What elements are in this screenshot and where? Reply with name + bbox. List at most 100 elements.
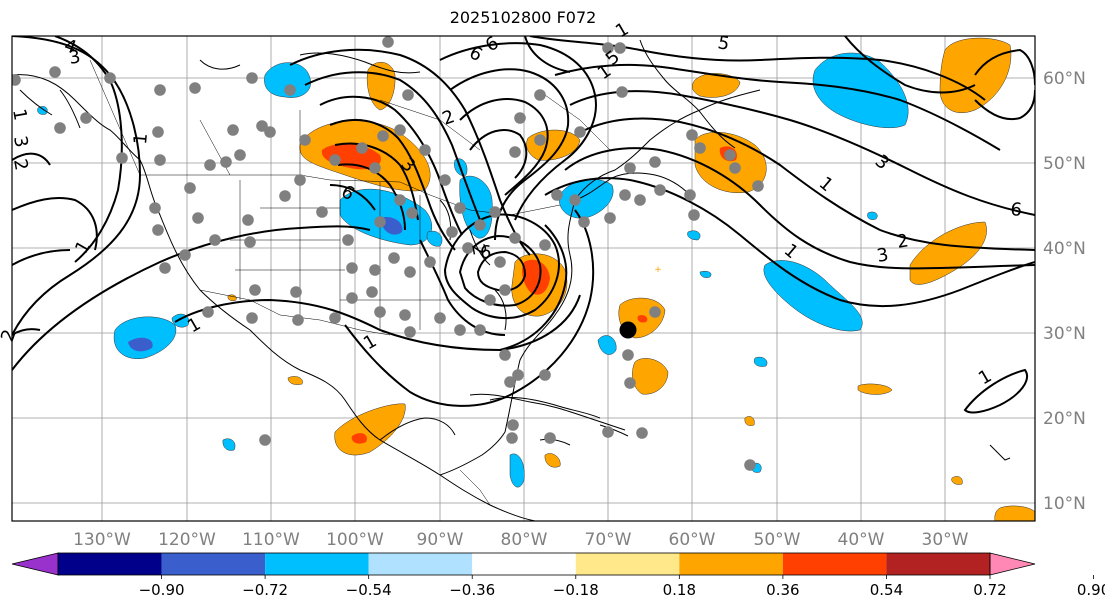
station-markers xyxy=(12,36,764,471)
station-marker xyxy=(729,162,741,174)
station-marker xyxy=(234,149,246,161)
positive-anomaly-region xyxy=(366,62,396,111)
station-marker xyxy=(569,194,581,206)
negative-anomaly-region xyxy=(754,356,768,367)
station-marker xyxy=(406,207,418,219)
station-marker xyxy=(179,249,191,261)
station-marker xyxy=(259,434,271,446)
station-marker xyxy=(649,156,661,168)
station-marker xyxy=(489,206,501,218)
contour-label: 1 xyxy=(71,237,95,257)
station-marker xyxy=(424,256,436,268)
station-marker xyxy=(474,219,486,231)
colorbar-extend-high xyxy=(989,552,1036,576)
negative-anomaly-region xyxy=(113,316,177,360)
station-marker xyxy=(602,42,614,54)
positive-anomaly-region xyxy=(522,259,550,295)
latitude-label: 50°N xyxy=(1043,154,1086,174)
station-marker xyxy=(154,154,166,166)
station-marker xyxy=(329,312,341,324)
positive-anomaly-region xyxy=(744,416,755,426)
colorbar-frame xyxy=(57,552,991,576)
colorbar-tick-label: −0.54 xyxy=(346,581,392,599)
colorbar-tick-label: 0.54 xyxy=(870,581,903,599)
latitude-label: 20°N xyxy=(1043,409,1086,429)
station-marker xyxy=(404,326,416,338)
positive-anomaly-region xyxy=(939,37,1012,114)
contour-label: 1 xyxy=(612,18,632,42)
contour-label: 3 xyxy=(871,151,893,174)
colorbar-tick-label: −0.36 xyxy=(449,581,495,599)
contour-label: 3 xyxy=(875,244,890,267)
station-marker xyxy=(189,82,201,94)
negative-anomaly-region xyxy=(264,62,311,98)
station-marker xyxy=(12,74,21,86)
contour-label: 6 xyxy=(480,242,491,263)
station-marker xyxy=(246,72,258,84)
station-marker xyxy=(209,234,221,246)
positive-anomaly-region xyxy=(994,505,1035,521)
station-marker xyxy=(602,426,614,438)
contour-label: 6 xyxy=(1010,199,1023,221)
station-marker xyxy=(622,349,634,361)
contour-label: 3 xyxy=(67,46,82,69)
station-marker xyxy=(512,369,524,381)
station-marker xyxy=(506,432,518,444)
station-marker xyxy=(504,376,516,388)
station-marker xyxy=(509,146,521,158)
contour-label: 1 xyxy=(360,330,380,354)
station-marker xyxy=(104,72,116,84)
station-marker xyxy=(346,262,358,274)
colorbar-bin xyxy=(161,553,266,575)
contour-label: 3 xyxy=(9,134,32,149)
latitude-label: 40°N xyxy=(1043,239,1086,259)
station-marker xyxy=(388,252,400,264)
station-marker xyxy=(744,459,756,471)
station-marker xyxy=(402,89,414,101)
caribbean-islands xyxy=(489,397,1011,461)
longitude-label: 40°W xyxy=(838,530,885,550)
colorbar-extend-low xyxy=(11,552,59,576)
station-marker xyxy=(694,142,706,154)
positive-anomaly-region xyxy=(287,376,303,385)
station-marker xyxy=(152,126,164,138)
station-marker xyxy=(399,309,411,321)
positive-anomaly-region xyxy=(544,453,561,468)
station-marker xyxy=(192,212,204,224)
station-marker xyxy=(494,256,506,268)
negative-anomaly-region xyxy=(867,211,878,220)
station-marker xyxy=(439,174,451,186)
colorbar-tick-label: 0.18 xyxy=(663,581,696,599)
station-marker xyxy=(220,156,232,168)
longitude-label: 50°W xyxy=(754,530,801,550)
station-marker xyxy=(244,236,256,248)
longitude-label: 130°W xyxy=(73,530,131,550)
contour-label: 2 xyxy=(467,242,490,257)
latitude-label: 10°N xyxy=(1043,494,1086,514)
station-marker xyxy=(227,124,239,136)
contour-label: 2 xyxy=(9,157,32,172)
negative-anomaly-region xyxy=(37,106,48,115)
station-marker xyxy=(434,312,446,324)
station-marker xyxy=(454,202,466,214)
contour-label: 1 xyxy=(130,132,152,145)
longitude-label: 90°W xyxy=(417,530,464,550)
positive-anomaly-region xyxy=(632,358,669,395)
station-marker xyxy=(724,149,736,161)
colorbar: −0.90 −0.72 −0.54 −0.36 −0.18 0.18 0.36 0.54 0.7… xyxy=(11,552,1105,599)
station-marker xyxy=(649,306,661,318)
station-marker xyxy=(246,312,258,324)
station-marker xyxy=(394,194,406,206)
station-marker xyxy=(514,112,526,124)
station-marker xyxy=(446,226,458,238)
colorbar-bin xyxy=(679,553,783,575)
station-marker xyxy=(154,84,166,96)
station-marker xyxy=(507,419,519,431)
map-title: 2025102800 F072 xyxy=(449,8,597,27)
station-marker xyxy=(636,427,648,439)
storm-center-marker xyxy=(619,321,637,339)
station-marker xyxy=(619,189,631,201)
positive-anomaly-region xyxy=(692,73,741,98)
colorbar-tick-label: 0.90 xyxy=(1077,581,1105,599)
